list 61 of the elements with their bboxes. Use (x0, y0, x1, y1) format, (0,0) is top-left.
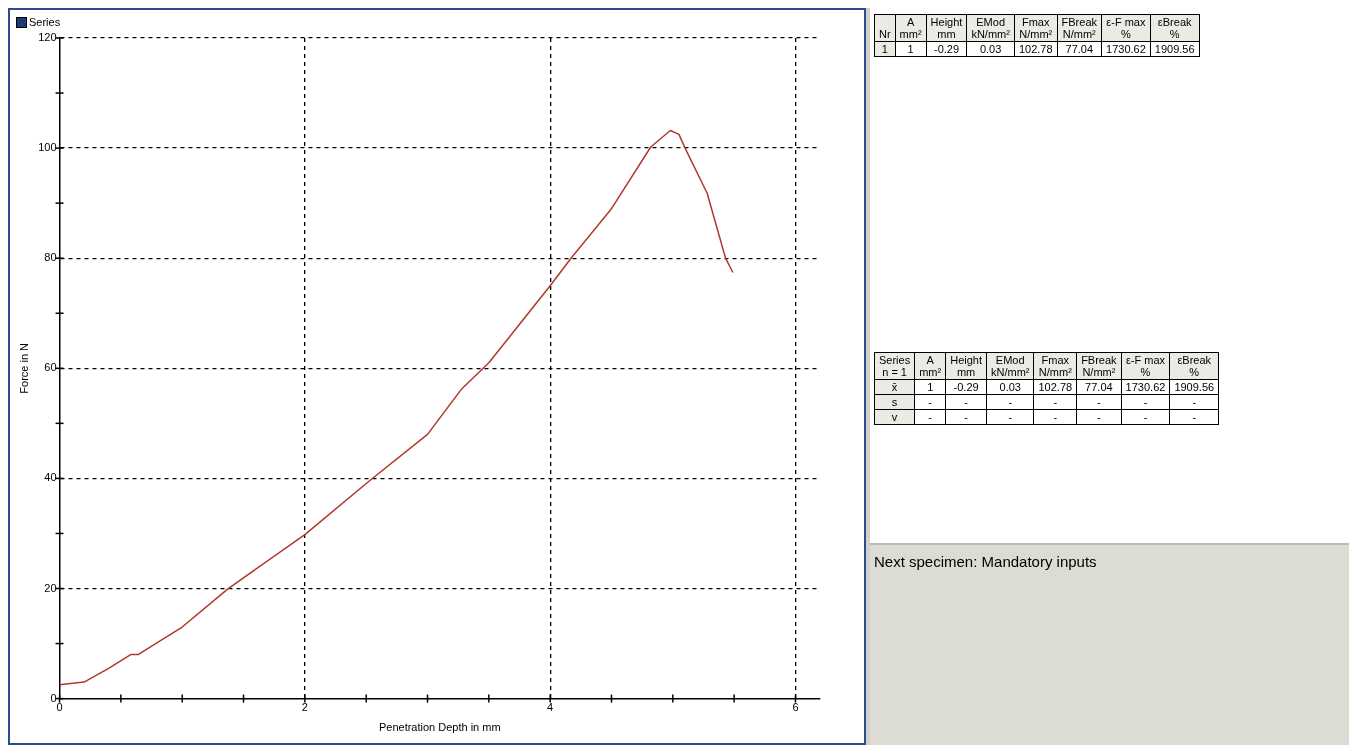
text: Next specimen: Mandatory inputs (874, 553, 1098, 570)
text: - (1076, 409, 1122, 425)
x-tick-label: 6 (792, 701, 799, 714)
text: Fmax N/mm² (1033, 352, 1077, 380)
text: - (945, 394, 987, 410)
text: x̄ (874, 379, 915, 395)
text: Nr (874, 14, 896, 42)
text: εBreak % (1169, 352, 1219, 380)
text: 77.04 (1076, 379, 1122, 395)
text: Height mm (945, 352, 987, 380)
text: - (986, 394, 1034, 410)
text: FBreak N/mm² (1076, 352, 1122, 380)
text: 102.78 (1014, 41, 1058, 57)
text: 77.04 (1057, 41, 1102, 57)
text: ε-F max % (1101, 14, 1151, 42)
y-tick-label: 120 (38, 31, 57, 44)
y-axis-title: Force in N (17, 342, 30, 394)
text: 0.03 (966, 41, 1015, 57)
text: - (1033, 394, 1077, 410)
text: - (1076, 394, 1122, 410)
text: FBreak N/mm² (1057, 14, 1102, 42)
text: 102.78 (1033, 379, 1077, 395)
y-tick-label: 100 (38, 141, 57, 154)
text: 1 (874, 41, 896, 57)
text: - (986, 409, 1034, 425)
text: - (914, 409, 946, 425)
chart-title: Series (29, 16, 61, 28)
x-axis-title: Penetration Depth in mm (378, 721, 501, 734)
text: 1909.56 (1150, 41, 1200, 57)
y-tick-label: 20 (44, 581, 57, 594)
y-tick-label: 80 (44, 251, 57, 264)
x-tick-label: 2 (301, 701, 308, 714)
text: - (1169, 394, 1219, 410)
text: 1909.56 (1169, 379, 1219, 395)
text: - (945, 409, 987, 425)
text: A mm² (914, 352, 946, 380)
text: - (1169, 409, 1219, 425)
text: 1730.62 (1121, 379, 1170, 395)
text: s (874, 394, 915, 410)
x-tick-label: 4 (547, 701, 554, 714)
text: Fmax N/mm² (1014, 14, 1058, 42)
y-tick-label: 40 (44, 471, 57, 484)
text: EMod kN/mm² (986, 352, 1034, 380)
text: v (874, 409, 915, 425)
text: -0.29 (945, 379, 987, 395)
text: 0.03 (986, 379, 1034, 395)
text: Height mm (926, 14, 967, 42)
text: ε-F max % (1121, 352, 1170, 380)
text: 1730.62 (1101, 41, 1151, 57)
text: -0.29 (926, 41, 967, 57)
text: - (1033, 409, 1077, 425)
text: - (1121, 394, 1170, 410)
text: A mm² (895, 14, 927, 42)
text: EMod kN/mm² (966, 14, 1015, 42)
text: - (914, 394, 946, 410)
text: - (1121, 409, 1170, 425)
text: 1 (914, 379, 946, 395)
y-tick-label: 60 (44, 361, 57, 374)
text: 1 (895, 41, 927, 57)
y-tick-label: 0 (50, 691, 57, 704)
text: εBreak % (1150, 14, 1200, 42)
